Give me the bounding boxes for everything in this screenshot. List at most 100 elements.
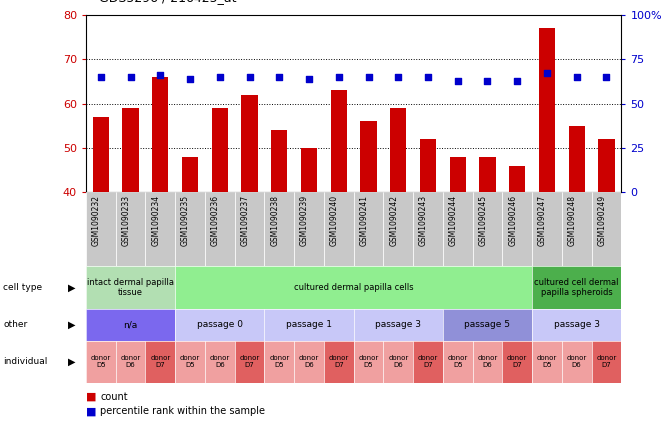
Text: GSM1090243: GSM1090243 bbox=[419, 195, 428, 246]
Point bbox=[214, 74, 225, 80]
Text: passage 1: passage 1 bbox=[286, 320, 332, 329]
Text: other: other bbox=[3, 320, 28, 329]
Bar bbox=[568, 126, 585, 370]
Bar bbox=[116, 192, 145, 266]
Text: donor
D5: donor D5 bbox=[447, 355, 468, 368]
Point bbox=[303, 75, 314, 82]
Text: donor
D5: donor D5 bbox=[269, 355, 290, 368]
Text: percentile rank within the sample: percentile rank within the sample bbox=[100, 406, 266, 416]
Bar bbox=[93, 117, 109, 370]
Bar bbox=[354, 192, 383, 266]
Text: GSM1090244: GSM1090244 bbox=[449, 195, 457, 246]
Text: ▶: ▶ bbox=[67, 320, 75, 330]
Text: donor
D5: donor D5 bbox=[358, 355, 379, 368]
Text: GSM1090249: GSM1090249 bbox=[598, 195, 606, 246]
Text: ▶: ▶ bbox=[67, 283, 75, 293]
Text: cultured cell dermal
papilla spheroids: cultured cell dermal papilla spheroids bbox=[535, 278, 619, 297]
Text: ▶: ▶ bbox=[67, 357, 75, 367]
Point bbox=[333, 74, 344, 80]
Bar bbox=[301, 148, 317, 370]
Text: individual: individual bbox=[3, 357, 48, 366]
Text: GSM1090246: GSM1090246 bbox=[508, 195, 517, 246]
Point bbox=[155, 72, 165, 79]
Bar bbox=[271, 130, 288, 370]
Bar bbox=[592, 192, 621, 266]
Bar bbox=[205, 192, 235, 266]
Text: donor
D7: donor D7 bbox=[418, 355, 438, 368]
Text: donor
D6: donor D6 bbox=[566, 355, 587, 368]
Text: donor
D6: donor D6 bbox=[120, 355, 141, 368]
Point bbox=[244, 74, 254, 80]
Bar bbox=[413, 192, 443, 266]
Text: passage 3: passage 3 bbox=[554, 320, 600, 329]
Bar bbox=[473, 192, 502, 266]
Text: intact dermal papilla
tissue: intact dermal papilla tissue bbox=[87, 278, 174, 297]
Point bbox=[363, 74, 373, 80]
Text: donor
D5: donor D5 bbox=[537, 355, 557, 368]
Bar bbox=[479, 157, 496, 370]
Bar bbox=[360, 121, 377, 370]
Text: GSM1090234: GSM1090234 bbox=[151, 195, 160, 246]
Text: GSM1090236: GSM1090236 bbox=[211, 195, 219, 246]
Text: ■: ■ bbox=[86, 392, 97, 402]
Text: GSM1090237: GSM1090237 bbox=[241, 195, 249, 246]
Point bbox=[571, 74, 582, 80]
Text: cell type: cell type bbox=[3, 283, 42, 292]
Bar bbox=[241, 95, 258, 370]
Point bbox=[393, 74, 403, 80]
Bar bbox=[145, 192, 175, 266]
Point bbox=[541, 70, 552, 77]
Point bbox=[512, 77, 522, 84]
Text: GSM1090235: GSM1090235 bbox=[181, 195, 190, 246]
Text: GSM1090233: GSM1090233 bbox=[122, 195, 131, 246]
Bar bbox=[562, 192, 592, 266]
Bar bbox=[539, 28, 555, 370]
Bar bbox=[443, 192, 473, 266]
Text: donor
D5: donor D5 bbox=[180, 355, 200, 368]
Text: cultured dermal papilla cells: cultured dermal papilla cells bbox=[294, 283, 413, 292]
Bar bbox=[182, 157, 198, 370]
Text: donor
D7: donor D7 bbox=[239, 355, 260, 368]
Point bbox=[274, 74, 284, 80]
Text: donor
D6: donor D6 bbox=[210, 355, 230, 368]
Bar bbox=[598, 139, 615, 370]
Text: passage 0: passage 0 bbox=[197, 320, 243, 329]
Text: GDS5296 / 216425_at: GDS5296 / 216425_at bbox=[99, 0, 237, 4]
Point bbox=[126, 74, 136, 80]
Text: donor
D6: donor D6 bbox=[477, 355, 498, 368]
Bar bbox=[390, 108, 407, 370]
Point bbox=[601, 74, 611, 80]
Text: donor
D7: donor D7 bbox=[596, 355, 617, 368]
Bar bbox=[502, 192, 532, 266]
Text: GSM1090239: GSM1090239 bbox=[300, 195, 309, 246]
Text: donor
D7: donor D7 bbox=[507, 355, 527, 368]
Text: GSM1090248: GSM1090248 bbox=[568, 195, 576, 246]
Bar bbox=[294, 192, 324, 266]
Bar bbox=[152, 77, 169, 370]
Bar bbox=[420, 139, 436, 370]
Text: donor
D6: donor D6 bbox=[299, 355, 319, 368]
Bar bbox=[122, 108, 139, 370]
Point bbox=[422, 74, 433, 80]
Bar bbox=[509, 166, 525, 370]
Point bbox=[482, 77, 492, 84]
Text: passage 3: passage 3 bbox=[375, 320, 421, 329]
Text: count: count bbox=[100, 392, 128, 402]
Bar bbox=[212, 108, 228, 370]
Text: GSM1090245: GSM1090245 bbox=[479, 195, 487, 246]
Text: GSM1090242: GSM1090242 bbox=[389, 195, 398, 246]
Text: passage 5: passage 5 bbox=[465, 320, 510, 329]
Bar bbox=[532, 192, 562, 266]
Text: GSM1090247: GSM1090247 bbox=[538, 195, 547, 246]
Text: donor
D7: donor D7 bbox=[150, 355, 171, 368]
Text: GSM1090241: GSM1090241 bbox=[360, 195, 368, 246]
Point bbox=[452, 77, 463, 84]
Bar bbox=[86, 192, 116, 266]
Bar bbox=[324, 192, 354, 266]
Bar bbox=[235, 192, 264, 266]
Text: GSM1090238: GSM1090238 bbox=[270, 195, 279, 246]
Text: donor
D5: donor D5 bbox=[91, 355, 111, 368]
Text: GSM1090240: GSM1090240 bbox=[330, 195, 338, 246]
Point bbox=[184, 75, 196, 82]
Text: donor
D6: donor D6 bbox=[388, 355, 408, 368]
